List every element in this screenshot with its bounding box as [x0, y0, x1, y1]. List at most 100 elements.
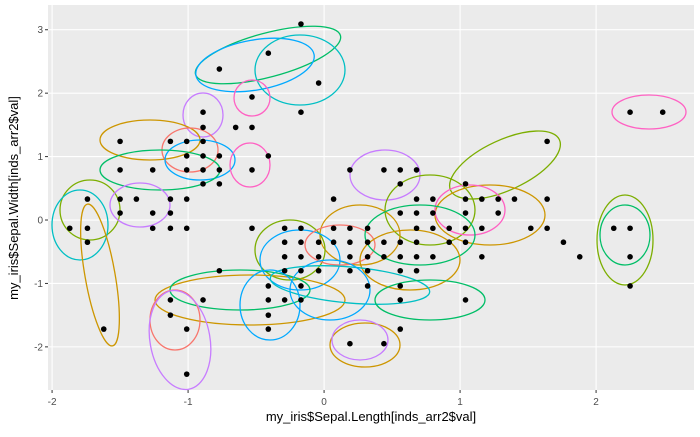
point [216, 167, 223, 173]
y-tick-label: 2 [37, 89, 43, 100]
point [315, 239, 322, 246]
point [446, 239, 453, 246]
point [397, 167, 404, 173]
point [364, 267, 371, 274]
point [627, 225, 633, 232]
point [281, 239, 288, 246]
point [183, 225, 190, 232]
point [298, 254, 304, 260]
x-tick-label: -1 [184, 397, 193, 408]
point [298, 109, 304, 115]
y-axis-title: my_iris$Sepal.Width[inds_arr2$val] [6, 96, 21, 300]
point [265, 326, 272, 332]
point [479, 254, 485, 260]
point [462, 225, 469, 232]
point [397, 267, 404, 274]
point [381, 167, 387, 173]
point [232, 124, 239, 131]
point [281, 267, 288, 274]
point [249, 225, 255, 232]
point [281, 254, 288, 260]
point [281, 225, 288, 232]
point [200, 167, 206, 173]
point [183, 371, 190, 377]
point [200, 124, 206, 131]
point [216, 66, 223, 72]
point [462, 210, 469, 216]
point [347, 225, 353, 232]
point [364, 239, 371, 246]
point [183, 138, 190, 145]
point [149, 210, 156, 216]
point [117, 138, 123, 145]
point [627, 283, 633, 289]
point [347, 254, 353, 260]
point [397, 254, 404, 260]
point [659, 109, 666, 115]
point [117, 167, 123, 173]
point [315, 267, 322, 274]
point [249, 124, 255, 131]
point [183, 326, 190, 332]
point [627, 109, 633, 115]
point [576, 254, 583, 260]
point [167, 196, 174, 202]
point [397, 283, 404, 289]
point [216, 267, 223, 274]
point [200, 181, 206, 187]
point [446, 225, 453, 232]
point [413, 210, 420, 216]
point [330, 239, 337, 246]
point [298, 267, 304, 274]
point [430, 225, 436, 232]
point [84, 225, 91, 232]
point [397, 210, 404, 216]
point [330, 225, 337, 232]
point [462, 297, 469, 303]
point [330, 196, 337, 202]
point [200, 153, 206, 159]
point [84, 239, 91, 246]
point [364, 225, 371, 232]
points [66, 21, 666, 377]
point [167, 210, 174, 216]
point [200, 138, 206, 145]
point [298, 297, 304, 303]
point [430, 196, 436, 202]
point [413, 225, 420, 232]
point [413, 167, 420, 173]
y-tick-label: 3 [37, 25, 43, 36]
point [347, 340, 353, 347]
point [560, 239, 567, 246]
point [265, 312, 272, 318]
point [167, 312, 174, 318]
point [315, 80, 322, 86]
point [265, 297, 272, 303]
point [84, 196, 91, 202]
point [298, 225, 304, 232]
point [544, 138, 550, 145]
point [183, 167, 190, 173]
y-tick-label: 1 [37, 152, 43, 163]
point [149, 225, 156, 232]
point [462, 239, 469, 246]
point [117, 196, 123, 202]
point [183, 196, 190, 202]
point [381, 340, 387, 347]
point [479, 225, 485, 232]
point [430, 210, 436, 216]
point [397, 181, 404, 187]
point [298, 283, 304, 289]
x-axis-title: my_iris$Sepal.Length[inds_arr2$val] [266, 409, 476, 424]
point [495, 210, 501, 216]
point [216, 153, 223, 159]
point [117, 210, 123, 216]
x-tick-label: -2 [48, 397, 57, 408]
point [298, 239, 304, 246]
point [133, 196, 140, 202]
point [66, 225, 73, 232]
point [462, 181, 469, 187]
point [315, 254, 322, 260]
point [364, 283, 371, 289]
point [610, 225, 617, 232]
